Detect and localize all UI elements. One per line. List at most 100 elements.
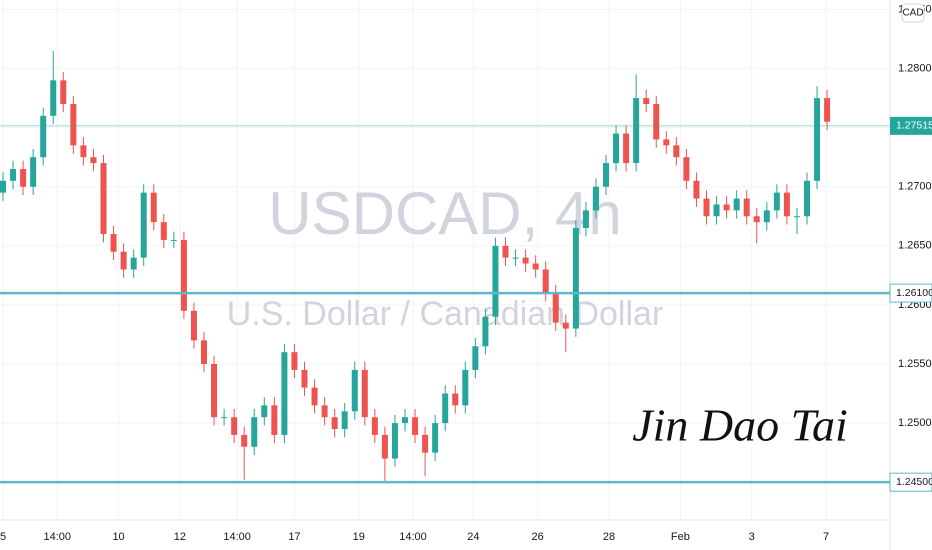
x-tick-label: Feb bbox=[671, 531, 690, 543]
candle-body bbox=[10, 169, 17, 181]
candle-body bbox=[120, 251, 127, 270]
level-badge bbox=[889, 472, 932, 492]
candle-body bbox=[50, 80, 57, 116]
currency-badge[interactable] bbox=[901, 3, 925, 23]
candle-body bbox=[552, 293, 559, 323]
last-price-label: 1.27515 bbox=[896, 120, 932, 132]
y-tick-label: 1.28000 bbox=[898, 62, 932, 74]
currency-label: CAD bbox=[902, 8, 923, 19]
candle-body bbox=[643, 98, 650, 104]
x-tick-label: 3 bbox=[749, 531, 755, 543]
grid bbox=[0, 0, 890, 520]
last-price-badge bbox=[890, 116, 932, 135]
candle-body bbox=[663, 139, 670, 146]
x-tick-label: 10 bbox=[112, 531, 124, 543]
candle-body bbox=[361, 369, 368, 418]
candle-body bbox=[371, 417, 378, 435]
candle-body bbox=[783, 192, 790, 217]
candle-body bbox=[241, 434, 248, 447]
candle-body bbox=[592, 186, 599, 211]
candle-body bbox=[211, 364, 218, 418]
candle-body bbox=[432, 423, 439, 453]
candle-body bbox=[402, 417, 408, 424]
x-tick-label: 14:00 bbox=[399, 531, 427, 543]
candle-body bbox=[201, 340, 207, 364]
candle-body bbox=[40, 115, 47, 158]
candle-body bbox=[422, 434, 429, 453]
y-tick-label: 1.25000 bbox=[898, 417, 932, 429]
x-tick-label: 19 bbox=[353, 531, 365, 543]
candle-body bbox=[130, 257, 137, 270]
candle-body bbox=[522, 257, 529, 264]
candle-body bbox=[251, 417, 258, 447]
candle-body bbox=[673, 145, 680, 158]
candle-body bbox=[442, 393, 449, 424]
candle-body bbox=[381, 434, 388, 459]
candle-body bbox=[723, 204, 730, 211]
candle-body bbox=[331, 417, 338, 429]
x-tick-label: 5 bbox=[0, 531, 6, 543]
candle-body bbox=[30, 157, 37, 187]
candle-body bbox=[653, 104, 660, 140]
candle-body bbox=[542, 269, 549, 294]
x-tick-label: 24 bbox=[467, 531, 479, 543]
candle-body bbox=[532, 263, 539, 270]
candle-body bbox=[391, 423, 398, 459]
candle-body bbox=[281, 352, 288, 435]
signature: Jin Dao Tai bbox=[632, 400, 848, 451]
candle-body bbox=[351, 369, 358, 412]
candle-body bbox=[221, 417, 228, 419]
candle-body bbox=[170, 239, 177, 241]
y-tick-label: 1.26500 bbox=[898, 240, 932, 252]
candle-body bbox=[814, 98, 821, 181]
candle-body bbox=[20, 169, 27, 187]
candle-body bbox=[462, 369, 469, 406]
candle-body bbox=[753, 216, 760, 223]
plot bbox=[0, 50, 890, 484]
candle-body bbox=[150, 192, 157, 223]
candle-body bbox=[231, 417, 238, 435]
candle-body bbox=[291, 352, 298, 370]
candle-body bbox=[60, 80, 67, 104]
candle-body bbox=[341, 411, 348, 429]
candle-body bbox=[582, 210, 589, 229]
candle-body bbox=[703, 198, 710, 217]
candle-body bbox=[140, 192, 147, 258]
candle-body bbox=[472, 346, 479, 370]
x-tick-label: 12 bbox=[174, 531, 186, 543]
candle-body bbox=[603, 163, 609, 187]
candle-body bbox=[190, 310, 197, 341]
candle-body bbox=[482, 316, 489, 347]
candle-body bbox=[321, 405, 328, 418]
y-tick-label: 1.27000 bbox=[898, 181, 932, 193]
candle-body bbox=[773, 192, 780, 211]
x-tick-label: 7 bbox=[823, 531, 829, 543]
candle-body bbox=[572, 228, 579, 329]
candle-body bbox=[311, 387, 318, 406]
candle-body bbox=[633, 98, 640, 164]
candle-body bbox=[110, 234, 117, 252]
candle-body bbox=[562, 322, 569, 329]
level-badge bbox=[889, 283, 932, 303]
candle-body bbox=[271, 405, 278, 435]
candle-body bbox=[100, 163, 107, 234]
candle-body bbox=[0, 180, 6, 193]
candle-body bbox=[743, 198, 750, 217]
level-label: 1.24500 bbox=[896, 476, 932, 488]
x-tick-label: 28 bbox=[603, 531, 615, 543]
candle-body bbox=[512, 257, 519, 259]
candle-body bbox=[763, 210, 770, 223]
candle-body bbox=[301, 369, 308, 388]
level-label: 1.26100 bbox=[896, 287, 932, 299]
candle-body bbox=[261, 405, 268, 418]
y-tick-label: 1.25500 bbox=[898, 358, 932, 370]
candle-body bbox=[804, 180, 810, 217]
candle-body bbox=[693, 180, 700, 199]
candle-body bbox=[160, 222, 167, 240]
candle-body bbox=[733, 198, 740, 211]
candle-body bbox=[502, 245, 509, 258]
candle-body bbox=[824, 98, 831, 122]
watermark-title: USDCAD, 4h bbox=[268, 180, 621, 247]
